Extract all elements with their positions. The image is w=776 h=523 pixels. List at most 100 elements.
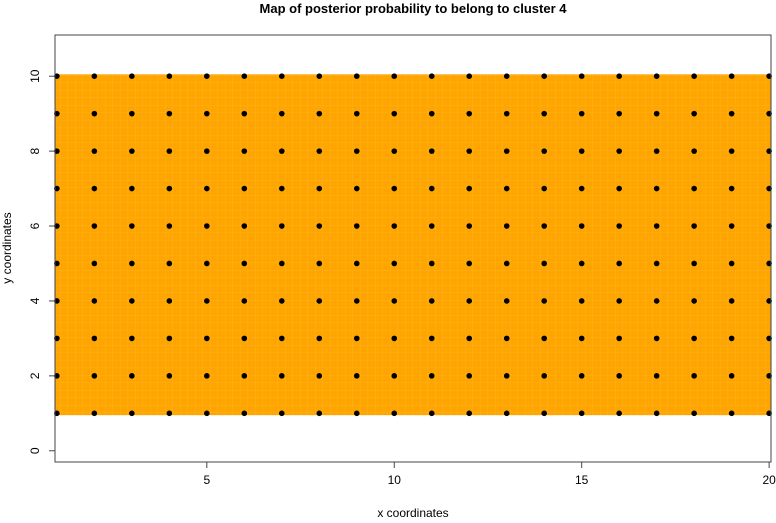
data-point <box>316 373 323 379</box>
data-point <box>204 110 210 117</box>
data-point <box>241 110 248 117</box>
data-point <box>353 410 360 417</box>
data-point <box>241 373 248 379</box>
data-point <box>653 185 660 192</box>
data-point <box>391 410 398 417</box>
data-point <box>241 410 248 417</box>
data-point <box>204 298 210 304</box>
data-point <box>466 148 473 154</box>
x-axis-label: x coordinates <box>377 506 448 518</box>
data-point <box>129 373 135 379</box>
data-point <box>541 73 548 80</box>
data-point <box>728 373 735 379</box>
data-point <box>428 185 435 192</box>
data-point <box>653 73 660 80</box>
data-point <box>278 110 285 117</box>
data-point <box>353 73 360 80</box>
data-point <box>278 73 285 80</box>
data-point <box>503 185 510 192</box>
data-point <box>428 73 435 80</box>
y-tick-label: 0 <box>28 447 42 454</box>
data-point <box>278 410 285 417</box>
data-point <box>91 185 98 192</box>
data-point <box>653 410 660 417</box>
data-point <box>353 373 360 379</box>
data-point <box>391 185 398 192</box>
data-point <box>204 410 210 417</box>
data-point <box>653 260 660 267</box>
data-point <box>466 373 473 379</box>
data-point <box>316 185 323 192</box>
data-point <box>466 223 473 229</box>
data-point <box>316 298 323 304</box>
data-point <box>241 223 248 229</box>
data-point <box>428 373 435 379</box>
x-tick-label: 10 <box>388 473 402 487</box>
data-point <box>353 148 360 154</box>
data-point <box>691 110 697 117</box>
data-point <box>278 260 285 267</box>
data-point <box>129 260 135 267</box>
data-point <box>391 298 398 304</box>
data-point <box>728 298 735 304</box>
data-point <box>653 335 660 342</box>
data-point <box>241 260 248 267</box>
data-point <box>691 410 697 417</box>
data-point <box>166 373 173 379</box>
data-point <box>241 73 248 80</box>
data-point <box>428 148 435 154</box>
data-point <box>129 223 135 229</box>
data-point <box>278 223 285 229</box>
data-point <box>316 148 323 154</box>
data-point <box>503 410 510 417</box>
data-point <box>428 260 435 267</box>
data-point <box>129 410 135 417</box>
data-point <box>653 223 660 229</box>
data-point <box>204 223 210 229</box>
y-tick-label: 8 <box>28 147 42 154</box>
data-point <box>166 110 173 117</box>
data-point <box>503 373 510 379</box>
y-tick-label: 4 <box>28 297 42 304</box>
data-point <box>578 185 585 192</box>
data-point <box>391 148 398 154</box>
data-point <box>616 148 622 154</box>
data-point <box>503 335 510 342</box>
data-point <box>391 373 398 379</box>
data-point <box>466 185 473 192</box>
data-point <box>91 73 98 80</box>
data-point <box>204 73 210 80</box>
data-point <box>616 410 622 417</box>
data-point <box>204 260 210 267</box>
data-point <box>503 260 510 267</box>
data-point <box>578 223 585 229</box>
data-point <box>391 73 398 80</box>
data-point <box>166 185 173 192</box>
data-point <box>166 73 173 80</box>
data-point <box>728 73 735 80</box>
data-point <box>91 148 98 154</box>
data-point <box>278 148 285 154</box>
data-point <box>91 335 98 342</box>
data-point <box>353 223 360 229</box>
data-point <box>541 223 548 229</box>
data-point <box>316 73 323 80</box>
data-point <box>728 335 735 342</box>
data-point <box>616 223 622 229</box>
data-point <box>616 373 622 379</box>
data-point <box>691 185 697 192</box>
data-point <box>129 335 135 342</box>
data-point <box>466 260 473 267</box>
data-point <box>578 73 585 80</box>
data-point <box>166 223 173 229</box>
probability-fill <box>55 74 771 416</box>
chart-title: Map of posterior probability to belong t… <box>260 1 568 16</box>
data-point <box>466 298 473 304</box>
data-point <box>204 185 210 192</box>
data-point <box>503 223 510 229</box>
data-point <box>466 410 473 417</box>
data-point <box>428 410 435 417</box>
data-point <box>91 410 98 417</box>
data-point <box>278 298 285 304</box>
